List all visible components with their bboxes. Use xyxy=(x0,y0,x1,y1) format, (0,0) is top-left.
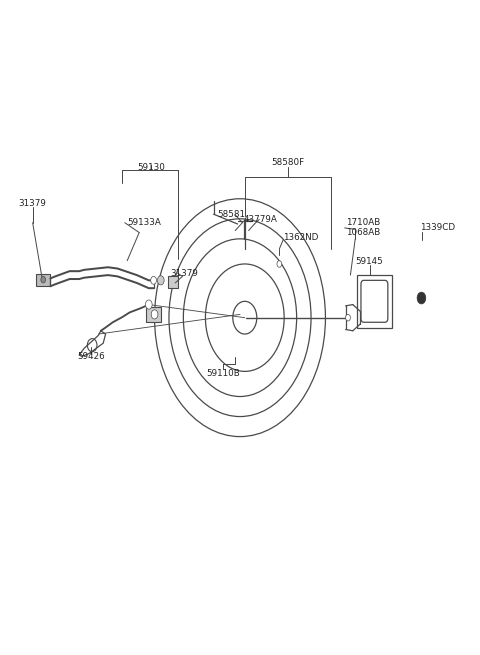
Circle shape xyxy=(417,292,426,304)
Text: 59110B: 59110B xyxy=(206,369,240,378)
Text: 58581: 58581 xyxy=(217,210,245,219)
Circle shape xyxy=(87,339,97,352)
Text: 1339CD: 1339CD xyxy=(420,223,456,233)
Text: 1710AB: 1710AB xyxy=(346,218,380,227)
Text: 1068AB: 1068AB xyxy=(346,228,380,237)
Circle shape xyxy=(145,300,152,309)
Circle shape xyxy=(151,310,158,319)
Bar xyxy=(146,307,161,322)
Circle shape xyxy=(157,276,164,285)
Text: 1362ND: 1362ND xyxy=(283,233,319,242)
Text: 59426: 59426 xyxy=(77,352,105,362)
Text: 43779A: 43779A xyxy=(244,215,278,224)
Bar xyxy=(168,276,178,288)
Text: 59130: 59130 xyxy=(137,162,165,172)
Text: 31379: 31379 xyxy=(19,198,47,208)
Text: 59133A: 59133A xyxy=(127,218,161,227)
Circle shape xyxy=(151,276,156,284)
Circle shape xyxy=(277,261,282,267)
Bar xyxy=(36,274,50,286)
Text: 59145: 59145 xyxy=(356,257,384,267)
Text: 58580F: 58580F xyxy=(271,158,305,167)
Circle shape xyxy=(41,276,46,283)
Circle shape xyxy=(346,314,350,321)
Text: 31379: 31379 xyxy=(170,269,198,278)
